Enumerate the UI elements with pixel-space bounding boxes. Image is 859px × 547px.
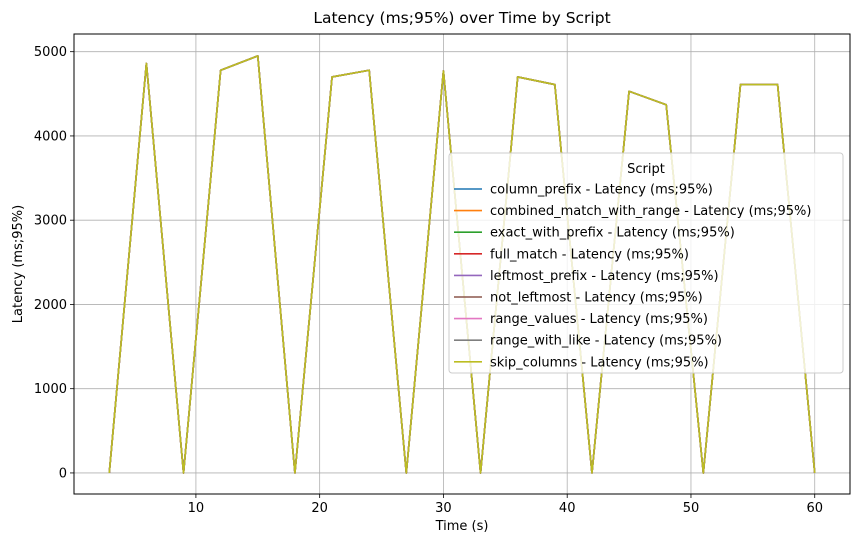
x-tick-label: 60 [806, 501, 823, 516]
legend-label-6: not_leftmost - Latency (ms;95%) [490, 291, 703, 306]
y-tick-label: 1000 [34, 382, 67, 397]
legend-items: column_prefix - Latency (ms;95%) combined… [454, 183, 811, 370]
x-tick-label: 40 [559, 501, 576, 516]
x-tick-label: 20 [311, 501, 328, 516]
x-axis-title: Time (s) [435, 519, 489, 534]
axis-ticks: 10 20 30 40 50 60 0 1000 2000 3000 4000 5000 [34, 45, 823, 516]
legend-title: Script [627, 162, 665, 177]
legend-label-4: full_match - Latency (ms;95%) [490, 247, 689, 262]
chart-title: Latency (ms;95%) over Time by Script [313, 9, 610, 27]
y-axis-title: Latency (ms;95%) [11, 205, 26, 323]
x-tick-label: 30 [435, 501, 452, 516]
y-tick-label: 4000 [34, 129, 67, 144]
y-tick-label: 2000 [34, 298, 67, 313]
legend-label-5: leftmost_prefix - Latency (ms;95%) [490, 269, 719, 284]
y-tick-label: 5000 [34, 45, 67, 60]
legend-label-1: column_prefix - Latency (ms;95%) [490, 183, 713, 198]
y-tick-label: 0 [59, 466, 67, 481]
legend-label-3: exact_with_prefix - Latency (ms;95%) [490, 226, 735, 241]
x-tick-label: 10 [188, 501, 205, 516]
x-tick-label: 50 [683, 501, 700, 516]
y-tick-label: 3000 [34, 214, 67, 229]
legend-label-2: combined_match_with_range - Latency (ms;… [490, 204, 811, 219]
legend-label-8: range_with_like - Latency (ms;95%) [490, 334, 722, 349]
plot-frame [73, 33, 851, 495]
legend-box [448, 152, 844, 374]
legend-label-9: skip_columns - Latency (ms;95%) [490, 355, 709, 370]
legend-label-7: range_values - Latency (ms;95%) [490, 312, 708, 327]
legend: Script column_prefix - Latency (ms;95%)c… [448, 152, 844, 374]
